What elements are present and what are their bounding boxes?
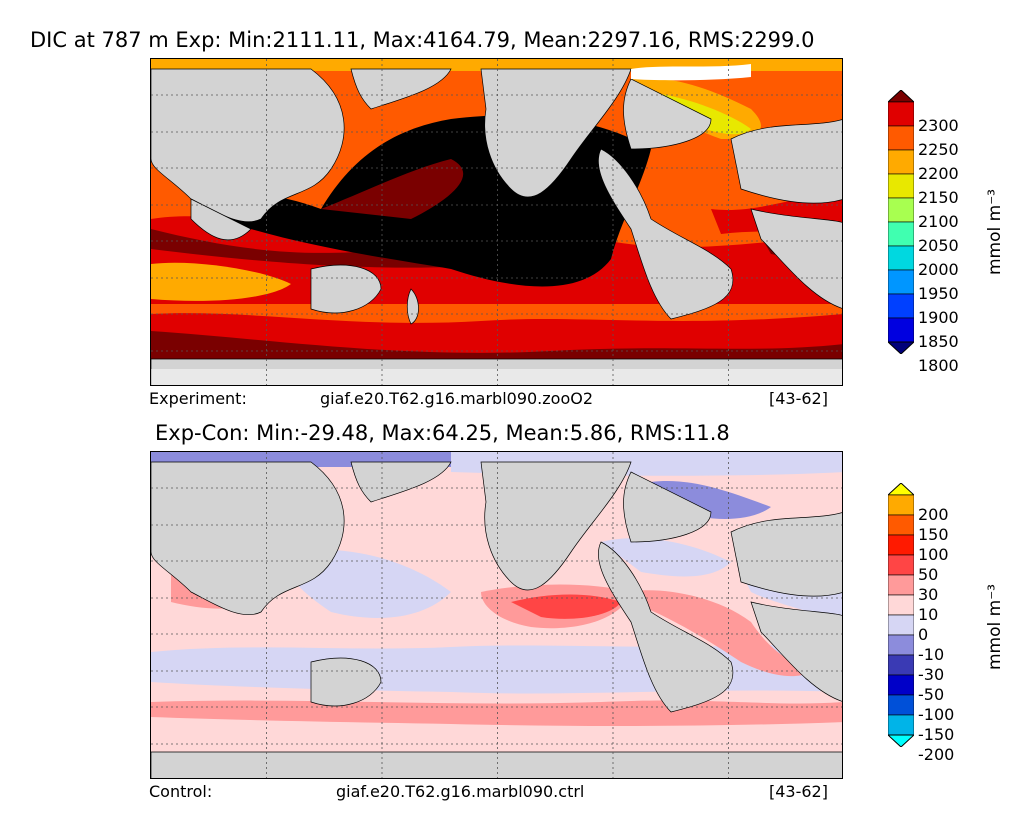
bottom-colorbar-segment xyxy=(888,594,914,616)
bottom-colorbar-label: -100 xyxy=(918,705,955,724)
top-colorbar-label: 2100 xyxy=(918,212,959,231)
top-map-plot xyxy=(151,59,842,385)
bottom-map-plot xyxy=(151,452,842,778)
bottom-colorbar-segment xyxy=(888,714,914,736)
top-map-grid xyxy=(151,59,842,385)
top-colorbar-segment xyxy=(888,149,914,175)
top-colorbar xyxy=(888,90,914,354)
bottom-footer-years: [43-62] xyxy=(769,782,828,801)
top-colorbar-segment xyxy=(888,197,914,223)
bottom-colorbar-segment xyxy=(888,554,914,576)
bottom-colorbar-label: -10 xyxy=(918,645,945,664)
top-colorbar-label: 2050 xyxy=(918,236,959,255)
top-colorbar-bottom-extend xyxy=(888,341,914,354)
top-colorbar-label: 2200 xyxy=(918,164,959,183)
top-footer-case: giaf.e20.T62.g16.marbl090.zooO2 xyxy=(320,389,594,408)
bottom-colorbar-segment xyxy=(888,674,914,696)
bottom-colorbar-segment xyxy=(888,654,914,676)
bottom-map-grid xyxy=(151,452,842,778)
top-footer-years: [43-62] xyxy=(769,389,828,408)
bottom-colorbar-segment xyxy=(888,694,914,716)
bottom-colorbar-label: 10 xyxy=(918,605,939,624)
top-footer-label: Experiment: xyxy=(149,389,247,408)
bottom-colorbar-label: 150 xyxy=(918,525,949,544)
top-colorbar-label: 1900 xyxy=(918,308,959,327)
bottom-panel-title: Exp-Con: Min:-29.48, Max:64.25, Mean:5.8… xyxy=(155,421,730,445)
bottom-colorbar-top-extend xyxy=(888,483,914,496)
bottom-colorbar-label: 200 xyxy=(918,505,949,524)
bottom-units-label: mmol m⁻³ xyxy=(985,584,1005,670)
bottom-colorbar-bottom-extend xyxy=(888,734,914,747)
bottom-colorbar-segment xyxy=(888,494,914,516)
bottom-colorbar-label: 100 xyxy=(918,545,949,564)
bottom-colorbar-segment xyxy=(888,634,914,656)
bottom-colorbar xyxy=(888,483,914,747)
top-colorbar-segment xyxy=(888,317,914,343)
top-colorbar-segment xyxy=(888,125,914,151)
top-colorbar-label: 2250 xyxy=(918,140,959,159)
bottom-colorbar-label: -30 xyxy=(918,665,945,684)
bottom-colorbar-label: -200 xyxy=(918,745,955,764)
top-panel-title: DIC at 787 m Exp: Min:2111.11, Max:4164.… xyxy=(30,28,815,52)
top-colorbar-segment xyxy=(888,269,914,295)
top-colorbar-label: 1800 xyxy=(918,356,959,375)
top-colorbar-label: 1950 xyxy=(918,284,959,303)
top-units-label: mmol m⁻³ xyxy=(985,189,1005,275)
bottom-footer-label: Control: xyxy=(149,782,213,801)
top-colorbar-segment xyxy=(888,293,914,319)
bottom-colorbar-label: 50 xyxy=(918,565,939,584)
top-colorbar-label: 1850 xyxy=(918,332,959,351)
bottom-footer-case: giaf.e20.T62.g16.marbl090.ctrl xyxy=(336,782,585,801)
top-colorbar-label: 2000 xyxy=(918,260,959,279)
top-map xyxy=(150,58,843,386)
bottom-colorbar-label: 0 xyxy=(918,625,929,644)
bottom-colorbar-segment xyxy=(888,534,914,556)
bottom-map xyxy=(150,451,843,779)
bottom-colorbar-label: 30 xyxy=(918,585,939,604)
bottom-colorbar-segment xyxy=(888,514,914,536)
top-colorbar-top-extend xyxy=(888,90,914,103)
bottom-colorbar-segment xyxy=(888,614,914,636)
top-colorbar-segment xyxy=(888,245,914,271)
bottom-colorbar-label: -50 xyxy=(918,685,945,704)
top-colorbar-label: 2300 xyxy=(918,116,959,135)
top-colorbar-segment xyxy=(888,101,914,127)
top-colorbar-segment xyxy=(888,221,914,247)
bottom-colorbar-label: -150 xyxy=(918,725,955,744)
bottom-colorbar-segment xyxy=(888,574,914,596)
top-colorbar-label: 2150 xyxy=(918,188,959,207)
top-colorbar-segment xyxy=(888,173,914,199)
